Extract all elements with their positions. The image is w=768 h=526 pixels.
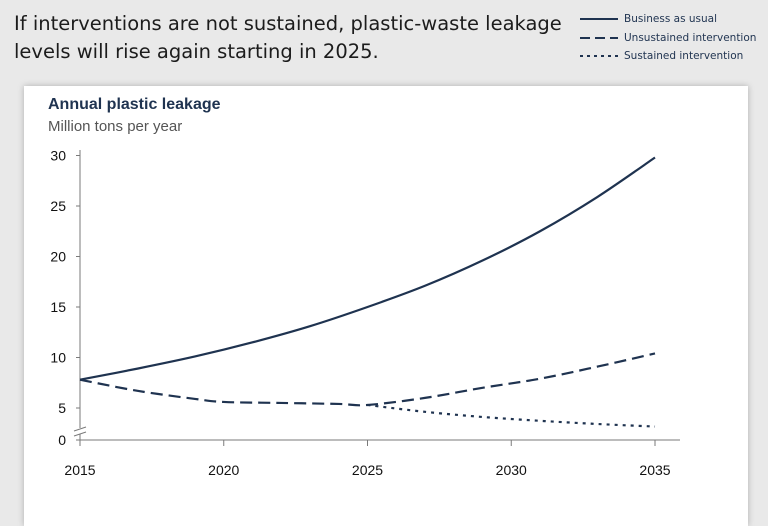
x-tick-label: 2030 [496, 462, 527, 478]
y-tick-label: 25 [50, 198, 66, 214]
legend-item-unsustained: Unsustained intervention [580, 29, 756, 48]
axis-break-mark [73, 426, 87, 432]
y-tick-label: 20 [50, 249, 66, 265]
legend-item-business-as-usual: Business as usual [580, 10, 756, 29]
legend-label: Unsustained intervention [624, 31, 757, 44]
chart-card [24, 86, 748, 526]
x-tick-label: 2020 [208, 462, 239, 478]
legend: Business as usual Unsustained interventi… [580, 10, 756, 66]
x-tick-label: 2035 [639, 462, 670, 478]
legend-dashed-line-icon [580, 36, 618, 39]
legend-label: Sustained intervention [624, 50, 744, 63]
chart-subtitle: Million tons per year [48, 118, 183, 135]
legend-label: Business as usual [624, 13, 718, 26]
headline: If interventions are not sustained, plas… [14, 12, 562, 63]
chart-title: Annual plastic leakage [48, 96, 221, 113]
legend-item-sustained: Sustained intervention [580, 47, 756, 66]
x-tick-label: 2015 [64, 462, 95, 478]
x-tick-label: 2025 [352, 462, 383, 478]
y-tick-label: 10 [50, 350, 66, 366]
series-line-unsustained-intervention [79, 352, 656, 407]
y-tick-label: 5 [58, 400, 66, 416]
legend-solid-line-icon [580, 18, 618, 21]
y-tick-label: 0 [58, 432, 66, 448]
axis-break-mark [73, 431, 87, 437]
series-line-business-as-usual [79, 156, 656, 381]
series-line-sustained-intervention [367, 403, 656, 428]
y-tick-label: 30 [50, 148, 66, 164]
y-tick-label: 15 [50, 299, 66, 315]
